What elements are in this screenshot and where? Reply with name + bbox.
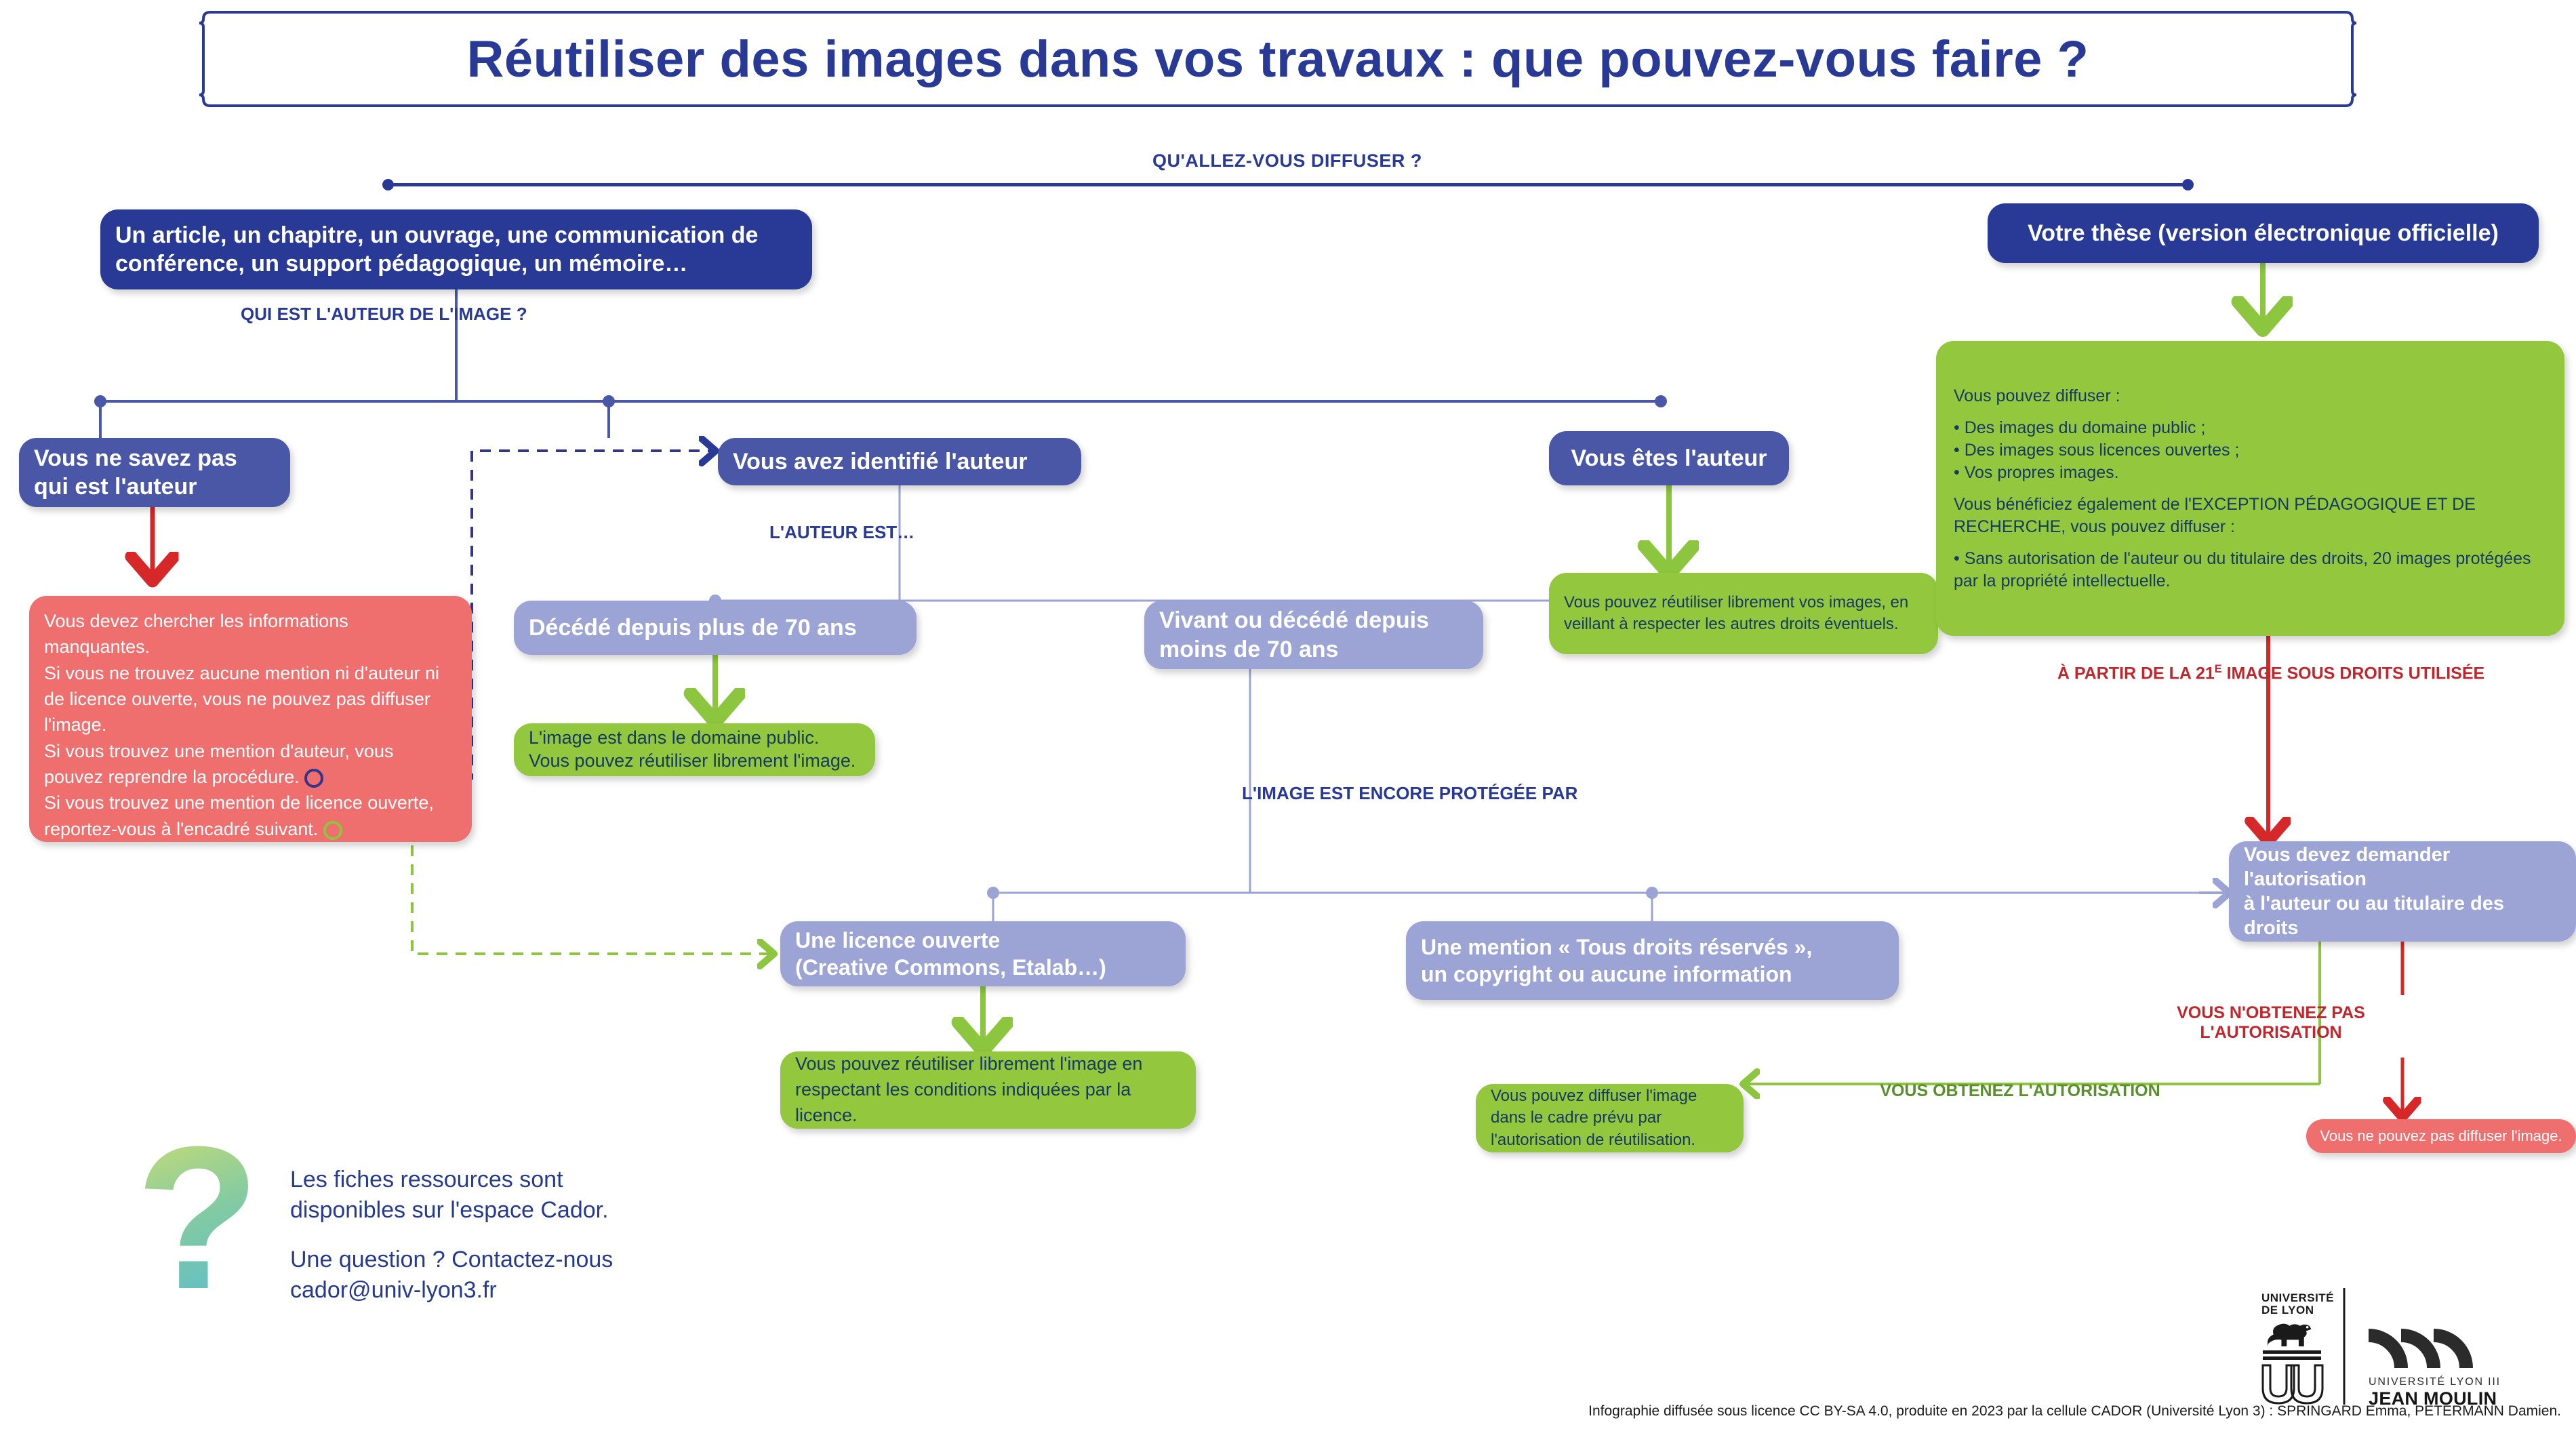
svg-text:UNIVERSITÉ: UNIVERSITÉ [2261,1291,2334,1304]
svg-text:UNIVERSITÉ LYON III: UNIVERSITÉ LYON III [2369,1375,2501,1388]
svg-text:DE LYON: DE LYON [2261,1304,2314,1316]
svg-text:?: ? [136,1104,260,1331]
svg-text:JEAN MOULIN: JEAN MOULIN [2369,1388,2497,1409]
